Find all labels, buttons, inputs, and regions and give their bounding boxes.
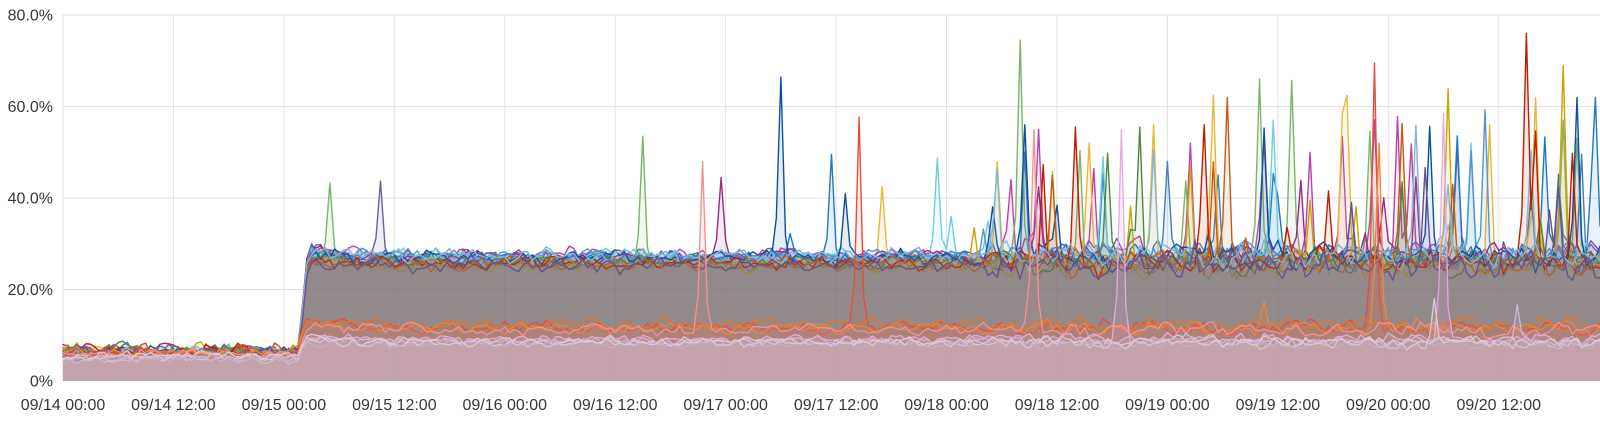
series-fill	[63, 33, 1600, 382]
x-axis-tick-label: 09/17 00:00	[683, 397, 768, 414]
series-fill	[63, 63, 1600, 381]
series-fill	[63, 120, 1600, 381]
series-fill	[63, 116, 1600, 381]
series-line	[62, 335, 1600, 361]
y-axis-tick-label: 0%	[30, 374, 53, 391]
x-axis-tick-label: 09/19 00:00	[1125, 397, 1210, 414]
series-fill	[63, 65, 1600, 382]
x-axis-tick-label: 09/17 12:00	[794, 397, 879, 414]
series-fill	[63, 113, 1600, 382]
series-fill	[63, 77, 1600, 381]
x-axis-tick-label: 09/14 12:00	[131, 397, 216, 414]
series-line	[62, 297, 1600, 362]
plot-area[interactable]	[63, 15, 1600, 381]
series-line	[62, 314, 1600, 365]
series-fill	[63, 97, 1600, 382]
series-line	[62, 62, 1600, 361]
y-axis-tick-label: 40.0%	[8, 191, 53, 208]
x-axis-tick-label: 09/18 00:00	[904, 397, 989, 414]
y-axis-tick-label: 20.0%	[8, 282, 53, 299]
x-axis-tick-label: 09/16 12:00	[573, 397, 658, 414]
series-fill	[63, 127, 1600, 381]
series-fill	[63, 338, 1600, 381]
x-axis-tick-label: 09/16 00:00	[463, 397, 548, 414]
series-fill	[63, 298, 1600, 381]
series-fill	[63, 125, 1600, 382]
x-axis-tick-label: 09/20 12:00	[1456, 397, 1541, 414]
x-axis-tick-label: 09/19 12:00	[1236, 397, 1321, 414]
series-fill	[63, 335, 1600, 381]
x-axis-tick-label: 09/15 00:00	[242, 397, 327, 414]
series-line	[62, 128, 1600, 362]
y-axis-tick-label: 80.0%	[8, 8, 53, 25]
x-axis-tick-label: 09/18 12:00	[1015, 397, 1100, 414]
series-fill	[63, 97, 1600, 382]
series-fill	[63, 315, 1600, 381]
series-fill	[63, 129, 1600, 381]
series-fill	[63, 40, 1600, 381]
x-axis-tick-label: 09/20 00:00	[1346, 397, 1431, 414]
x-axis-tick-label: 09/14 00:00	[21, 397, 106, 414]
series-line	[62, 113, 1600, 364]
x-axis-tick-label: 09/15 12:00	[352, 397, 437, 414]
y-axis-tick-label: 60.0%	[8, 99, 53, 116]
series-line	[62, 124, 1600, 365]
series-line	[62, 167, 1600, 361]
series-fill	[63, 109, 1600, 381]
